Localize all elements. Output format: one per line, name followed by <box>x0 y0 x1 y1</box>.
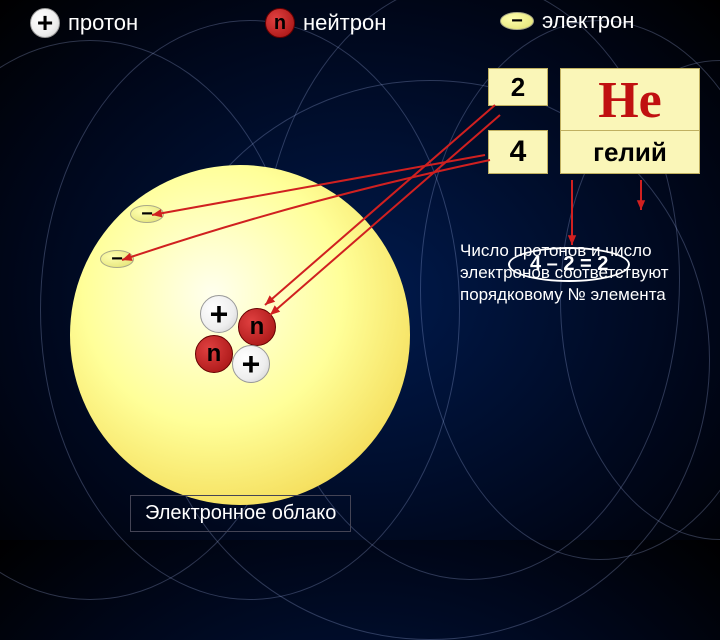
neutron-particle: n <box>195 335 233 373</box>
neutron-particle: n <box>238 308 276 346</box>
element-symbol: He <box>598 71 662 130</box>
element-name: гелий <box>593 137 667 168</box>
electron-particle: − <box>100 250 134 268</box>
cloud-caption: Электронное облако <box>130 495 351 532</box>
legend-electron: − электрон <box>500 8 634 34</box>
note-line1: Число протонов и число <box>460 240 710 262</box>
mass-number: 4 <box>510 135 527 169</box>
atomic-number-box: 2 <box>488 68 548 106</box>
electron-icon: − <box>500 12 534 30</box>
element-name-box: гелий <box>560 130 700 174</box>
proton-particle: + <box>200 295 238 333</box>
proton-particle: + <box>232 345 270 383</box>
legend-neutron: n нейтрон <box>265 8 386 38</box>
neutron-icon: n <box>265 8 295 38</box>
mass-number-box: 4 <box>488 130 548 174</box>
note-line2: электронов соответствуют <box>460 262 710 284</box>
electron-particle: − <box>130 205 164 223</box>
electron-label: электрон <box>542 8 634 34</box>
note-text: Число протонов и число электронов соотве… <box>460 240 710 306</box>
legend-proton: + протон <box>30 8 138 38</box>
proton-label: протон <box>68 10 138 36</box>
element-symbol-box: He <box>560 68 700 132</box>
atomic-number: 2 <box>511 72 525 103</box>
note-line3: порядковому № элемента <box>460 284 710 306</box>
proton-icon: + <box>30 8 60 38</box>
neutron-label: нейтрон <box>303 10 386 36</box>
